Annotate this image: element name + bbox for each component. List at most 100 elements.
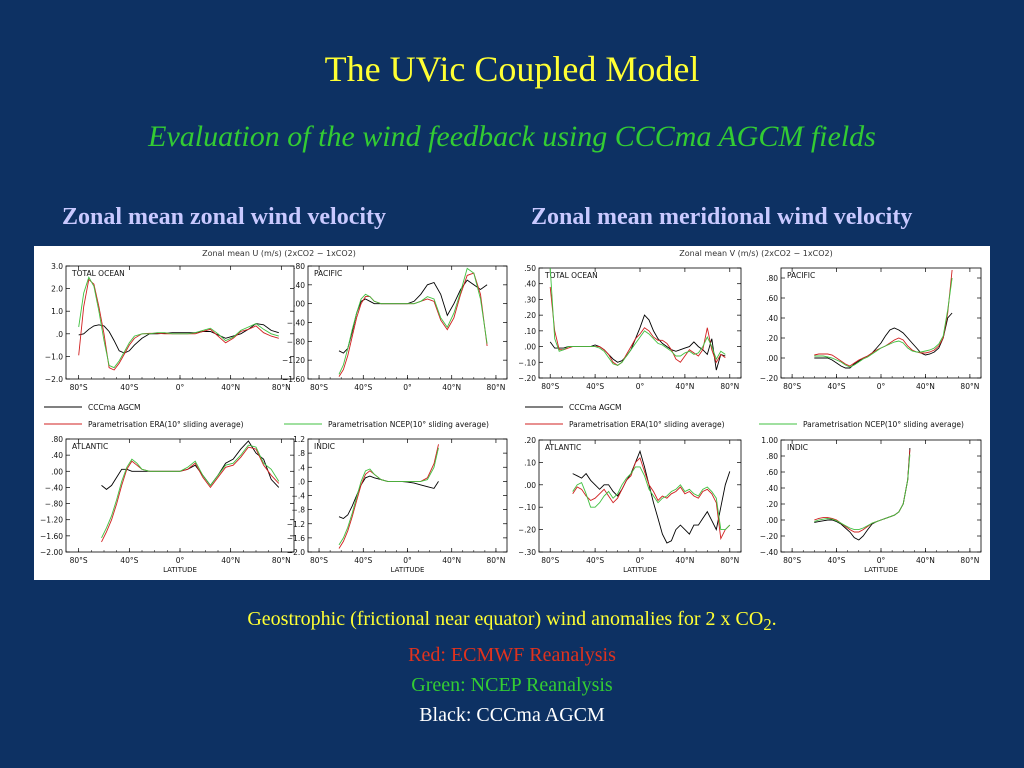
x-tick-label: 40°S (828, 382, 846, 391)
figure-zonal-wind: Zonal mean U (m/s) (2xCO2 − 1xCO2) 3.0 2.0… (34, 246, 522, 580)
series-line-ncep (549, 267, 726, 366)
x-tick-label: 0° (176, 556, 185, 565)
heading-zonal-wind: Zonal mean zonal wind velocity (62, 204, 387, 230)
x-tick-label: 0° (403, 556, 412, 565)
y-tick-label: −1.20 (40, 516, 63, 525)
x-tick-label: 80°S (783, 556, 801, 565)
y-tick-label: .0 (56, 330, 63, 339)
figure-title: Zonal mean V (m/s) (2xCO2 − 1xCO2) (679, 249, 832, 258)
legend-label-ncep: Parametrisation NCEP(10° sliding average… (328, 420, 489, 429)
y-tick-label: .80 (293, 262, 305, 271)
y-tick-label: −.40 (45, 483, 63, 492)
x-axis-label: LATITUDE (623, 566, 657, 574)
chart-zonal-wind-svg: Zonal mean U (m/s) (2xCO2 − 1xCO2) 3.0 2.0… (40, 249, 508, 574)
y-tick-label: −.20 (760, 374, 778, 383)
y-tick-label: −1.0 (45, 352, 63, 361)
panel-total-ocean: 3.0 2.0 1.0 .0 −1.0 −2.0 80°S 40°S 0° 40°N 80°N TOT… (45, 262, 295, 392)
y-tick-label: .60 (766, 468, 778, 477)
x-tick-label: 0° (403, 383, 412, 392)
chart-meridional-wind-svg: Zonal mean V (m/s) (2xCO2 − 1xCO2) .50 .40… (519, 249, 982, 574)
y-tick-label: −.10 (519, 358, 536, 367)
legend-label-era: Parametrisation ERA(10° sliding average) (569, 420, 725, 429)
legend-label-cccma: CCCma AGCM (569, 403, 622, 412)
figure-title: Zonal mean U (m/s) (2xCO2 − 1xCO2) (202, 249, 356, 258)
x-tick-label: 80°N (272, 556, 291, 565)
caption-text: Geostrophic (frictional near equator) wi… (247, 608, 764, 630)
x-tick-label: 40°N (675, 556, 694, 565)
y-tick-label: −1.2 (287, 520, 305, 529)
series-line-ncep (572, 466, 731, 531)
y-tick-label: .00 (524, 343, 536, 352)
y-tick-label: .10 (524, 458, 536, 467)
x-tick-label: 40°N (916, 556, 935, 565)
y-tick-label: −1.60 (282, 375, 305, 384)
y-tick-label: .80 (766, 452, 778, 461)
y-tick-label: .40 (766, 314, 778, 323)
caption-line-geostrophic: Geostrophic (frictional near equator) wi… (0, 604, 1024, 640)
x-tick-label: 0° (636, 556, 645, 565)
series-line-cccma (814, 447, 911, 541)
x-tick-label: 80°N (960, 556, 979, 565)
plot-frame (538, 267, 742, 379)
y-tick-label: 3.0 (51, 262, 63, 271)
x-tick-label: 80°S (70, 383, 88, 392)
y-tick-label: 1.00 (761, 436, 778, 445)
series-line-cccma (572, 449, 731, 544)
series-line-cccma (78, 323, 279, 354)
y-tick-label: .40 (51, 451, 63, 460)
caption-line-black: Black: CCCma AGCM (419, 704, 605, 726)
heading-meridional-wind: Zonal mean meridional wind velocity (531, 204, 913, 230)
panel-atlantic: .20 .10 .00 −.10 −.20 −.30 80°S 40°S 0° 40°N 80°N L… (519, 436, 742, 574)
y-tick-label: .00 (51, 467, 63, 476)
x-axis-label: LATITUDE (391, 566, 425, 574)
panel-label: PACIFIC (314, 269, 342, 278)
series-line-ncep (814, 454, 911, 531)
y-tick-label: −.20 (519, 374, 536, 383)
x-tick-label: 80°N (960, 382, 979, 391)
x-tick-label: 80°N (486, 383, 505, 392)
series-line-ncep (78, 276, 279, 369)
x-tick-label: 40°S (828, 556, 846, 565)
y-tick-label: .10 (524, 327, 536, 336)
caption-subscript: 2 (763, 615, 772, 634)
panel-total-ocean: .50 .40 .30 .20 .10 .00 −.10 −.20 80°S 40°S 0° 40°N… (519, 264, 742, 391)
x-tick-label: 40°N (916, 382, 935, 391)
y-tick-label: .80 (766, 274, 778, 283)
y-tick-label: −.20 (519, 526, 536, 535)
x-tick-label: 40°S (120, 383, 138, 392)
x-tick-label: 80°S (70, 556, 88, 565)
x-tick-label: 0° (877, 556, 886, 565)
series-line-ncep (101, 444, 280, 539)
plot-frame (65, 265, 295, 380)
y-tick-label: −.80 (287, 337, 305, 346)
y-tick-label: .00 (766, 516, 778, 525)
panel-atlantic: .80 .40 .00 −.40 −.80 −1.20 −1.60 −2.00 80°S 40°S… (40, 435, 295, 574)
y-tick-label: .0 (298, 477, 305, 486)
x-tick-label: 80°S (541, 556, 559, 565)
plot-frame (538, 439, 742, 553)
y-tick-label: .00 (766, 354, 778, 363)
y-tick-label: 2.0 (51, 285, 63, 294)
series-line-cccma (549, 314, 726, 371)
series-line-ncep (338, 447, 439, 546)
panel-indic: 1.00 .80 .60 .40 .20 .00 −.20 −.40 80°S 40°S 0° 40°… (760, 436, 982, 574)
series-line-cccma (814, 312, 953, 369)
x-tick-label: 80°S (783, 382, 801, 391)
x-tick-label: 40°S (586, 556, 604, 565)
y-tick-label: −.40 (760, 548, 778, 557)
x-tick-label: 80°S (310, 556, 328, 565)
slide-subtitle: Evaluation of the wind feedback using CC… (148, 120, 876, 153)
x-tick-label: 0° (176, 383, 185, 392)
y-tick-label: .40 (524, 280, 536, 289)
x-tick-label: 40°S (354, 383, 372, 392)
series-line-ncep (814, 277, 953, 368)
x-tick-label: 80°N (486, 556, 505, 565)
panel-indic: 1.2 .8 .4 .0 −.4 −.8 −1.2 −1.6 −2.0 80°S 40°S 0° 40°… (287, 435, 508, 574)
x-tick-label: 40°S (586, 382, 604, 391)
legend-label-cccma: CCCma AGCM (88, 403, 141, 412)
x-tick-label: 40°N (675, 382, 694, 391)
panel-pacific: .80 .60 .40 .20 .00 −.20 80°S 40°S 0° 40°N 80°N PAC… (760, 267, 982, 391)
x-axis-label: LATITUDE (864, 566, 898, 574)
y-tick-label: 1.0 (51, 307, 63, 316)
caption-period: . (771, 608, 777, 630)
